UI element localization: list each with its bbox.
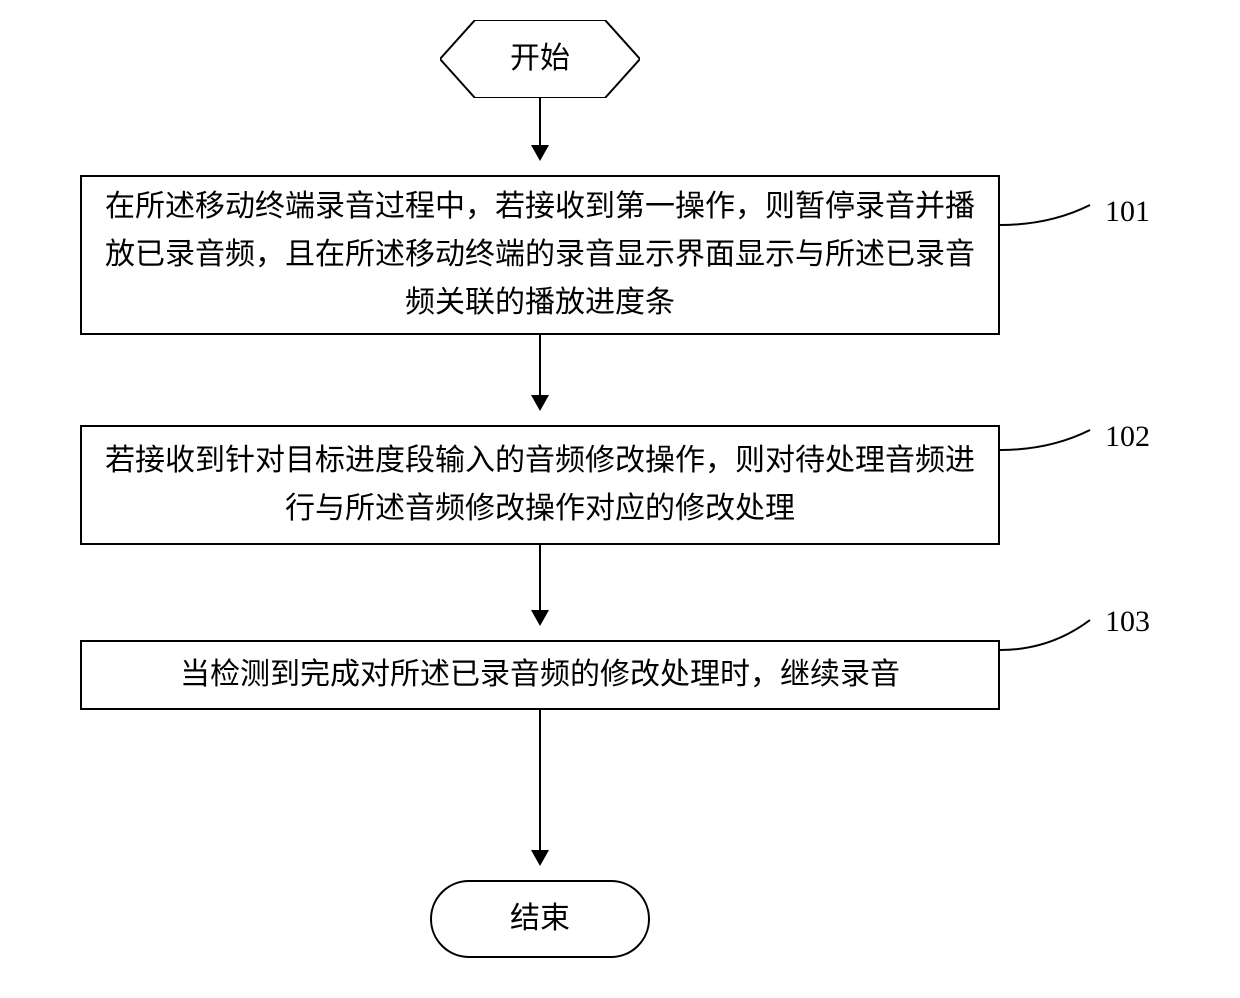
step2-text: 若接收到针对目标进度段输入的音频修改操作，则对待处理音频进行与所述音频修改操作对… xyxy=(102,437,978,533)
edge-start-step1 xyxy=(539,98,541,159)
start-label: 开始 xyxy=(510,35,570,83)
step1-text: 在所述移动终端录音过程中，若接收到第一操作，则暂停录音并播放已录音频，且在所述移… xyxy=(102,183,978,327)
tag-102: 102 xyxy=(1105,420,1150,454)
tag-101: 101 xyxy=(1105,195,1150,229)
tag-103-connector xyxy=(1000,615,1105,665)
tag-103: 103 xyxy=(1105,605,1150,639)
tag-101-connector xyxy=(1000,200,1105,240)
edge-step1-step2 xyxy=(539,335,541,409)
flowchart-canvas: 开始 在所述移动终端录音过程中，若接收到第一操作，则暂停录音并播放已录音频，且在… xyxy=(0,0,1240,998)
start-node: 开始 xyxy=(440,20,640,98)
tag-102-connector xyxy=(1000,425,1105,465)
step1-node: 在所述移动终端录音过程中，若接收到第一操作，则暂停录音并播放已录音频，且在所述移… xyxy=(80,175,1000,335)
edge-step2-step3 xyxy=(539,545,541,624)
step2-node: 若接收到针对目标进度段输入的音频修改操作，则对待处理音频进行与所述音频修改操作对… xyxy=(80,425,1000,545)
end-node: 结束 xyxy=(430,880,650,958)
edge-step3-end xyxy=(539,710,541,864)
end-label: 结束 xyxy=(510,895,570,943)
step3-text: 当检测到完成对所述已录音频的修改处理时，继续录音 xyxy=(180,651,900,699)
step3-node: 当检测到完成对所述已录音频的修改处理时，继续录音 xyxy=(80,640,1000,710)
